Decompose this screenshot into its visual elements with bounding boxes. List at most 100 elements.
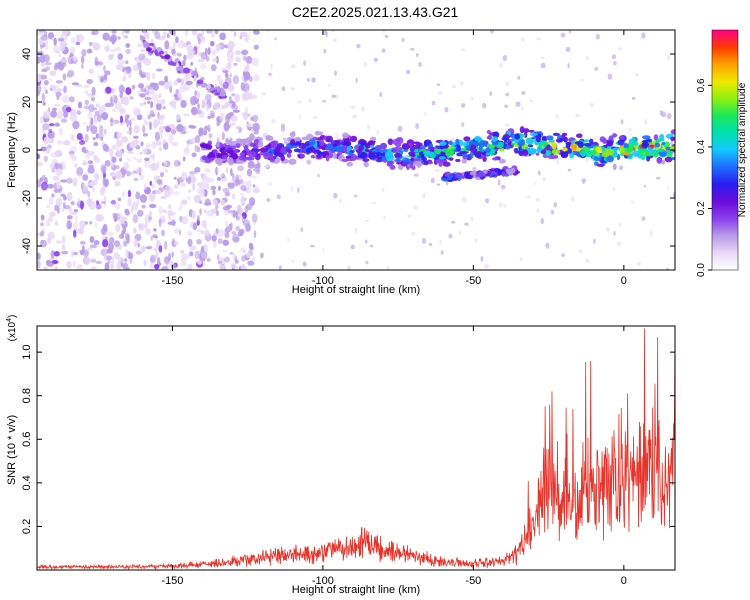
heatmap-cell: [491, 136, 499, 143]
heatmap-cell: [642, 135, 651, 140]
heatmap-cell: [612, 147, 621, 151]
heatmap-cell: [37, 252, 41, 260]
heatmap-cell: [173, 241, 179, 245]
heatmap-cell: [143, 101, 147, 105]
heatmap-cell: [612, 133, 618, 138]
heatmap-cell: [631, 96, 636, 100]
heatmap-cell: [567, 168, 572, 172]
heatmap-cell: [203, 229, 210, 237]
heatmap-cell: [51, 166, 56, 173]
heatmap-cell: [51, 85, 56, 92]
heatmap-cell: [150, 38, 154, 44]
heatmap-cell: [51, 193, 55, 198]
heatmap-cell: [151, 141, 157, 150]
heatmap-cell: [519, 126, 525, 134]
heatmap-cell: [245, 181, 252, 189]
heatmap-cell: [618, 222, 621, 228]
heatmap-cell: [286, 153, 292, 158]
heatmap-cell: [597, 163, 605, 167]
heatmap-cell: [44, 62, 52, 66]
heatmap-cell: [137, 83, 145, 89]
heatmap-cell: [250, 116, 254, 121]
heatmap-cell: [116, 139, 122, 143]
heatmap-cell: [121, 30, 125, 36]
heatmap-cell: [129, 141, 137, 149]
heatmap-cell: [252, 122, 260, 132]
y-tick-label: 1.0: [21, 344, 33, 359]
heatmap-cell: [584, 150, 593, 158]
heatmap-cell: [42, 123, 50, 131]
heatmap-cell: [185, 80, 193, 86]
heatmap-cell: [409, 161, 414, 169]
heatmap-cell: [222, 249, 227, 253]
heatmap-cell: [220, 152, 227, 156]
heatmap-cell: [664, 156, 673, 163]
heatmap-cell: [523, 128, 530, 133]
heatmap-cell: [170, 99, 174, 108]
heatmap-cell: [161, 229, 165, 237]
heatmap-cell: [41, 181, 48, 191]
heatmap-cell: [107, 231, 114, 237]
heatmap-cell: [79, 140, 86, 145]
heatmap-cell: [248, 151, 257, 158]
heatmap-cell: [49, 257, 52, 262]
heatmap-cell: [643, 184, 647, 188]
heatmap-cell: [641, 141, 649, 149]
heatmap-cell: [565, 142, 571, 149]
heatmap-cell: [572, 144, 577, 150]
heatmap-cell: [480, 255, 484, 262]
heatmap-cell: [464, 222, 469, 226]
heatmap-cell: [56, 140, 64, 146]
heatmap-cell: [74, 162, 78, 169]
heatmap-cell: [422, 192, 426, 199]
heatmap-cell: [476, 172, 483, 178]
heatmap-cell: [280, 123, 285, 129]
heatmap-cell: [92, 136, 96, 141]
heatmap-cell: [415, 123, 419, 130]
heatmap-cell: [324, 145, 331, 151]
heatmap-cell: [221, 132, 225, 141]
y-tick-label: 40: [21, 48, 33, 60]
heatmap-cell: [498, 201, 503, 209]
heatmap-cell: [230, 262, 237, 269]
heatmap-cell: [366, 124, 371, 130]
heatmap-cell: [138, 69, 143, 77]
heatmap-cell: [104, 262, 110, 270]
heatmap-cell: [417, 155, 422, 159]
heatmap-cell: [455, 172, 463, 177]
heatmap-cell: [104, 160, 111, 167]
heatmap-cell: [134, 84, 139, 94]
heatmap-cell: [209, 40, 215, 47]
heatmap-cell: [256, 148, 261, 152]
heatmap-cell: [266, 30, 269, 33]
snr-layer: [37, 326, 675, 570]
heatmap-cell: [141, 204, 146, 209]
heatmap-cell: [218, 228, 224, 238]
colorbar-tick-label: 0.2: [696, 201, 707, 215]
heatmap-cell: [125, 42, 131, 48]
heatmap-cell: [370, 136, 377, 142]
heatmap-cell: [72, 229, 77, 238]
heatmap-cell: [321, 99, 327, 103]
heatmap-cell: [125, 60, 129, 65]
heatmap-cell: [306, 159, 312, 165]
heatmap-cell: [196, 238, 202, 245]
heatmap-cell: [585, 258, 590, 264]
heatmap-cell: [160, 266, 169, 270]
heatmap-cell: [54, 122, 60, 127]
heatmap-cell: [115, 170, 123, 180]
heatmap-cell: [73, 209, 78, 213]
heatmap-cell: [136, 209, 144, 217]
heatmap-cell: [174, 227, 180, 234]
heatmap-cell: [499, 63, 504, 68]
heatmap-cell: [389, 164, 396, 170]
heatmap-cell: [307, 77, 310, 83]
heatmap-cell: [368, 153, 376, 160]
heatmap-cell: [216, 167, 220, 174]
heatmap-cell: [190, 176, 197, 184]
heatmap-cell: [485, 151, 491, 156]
heatmap-cell: [217, 238, 223, 244]
heatmap-cell: [421, 237, 426, 244]
heatmap-cell: [127, 197, 133, 207]
